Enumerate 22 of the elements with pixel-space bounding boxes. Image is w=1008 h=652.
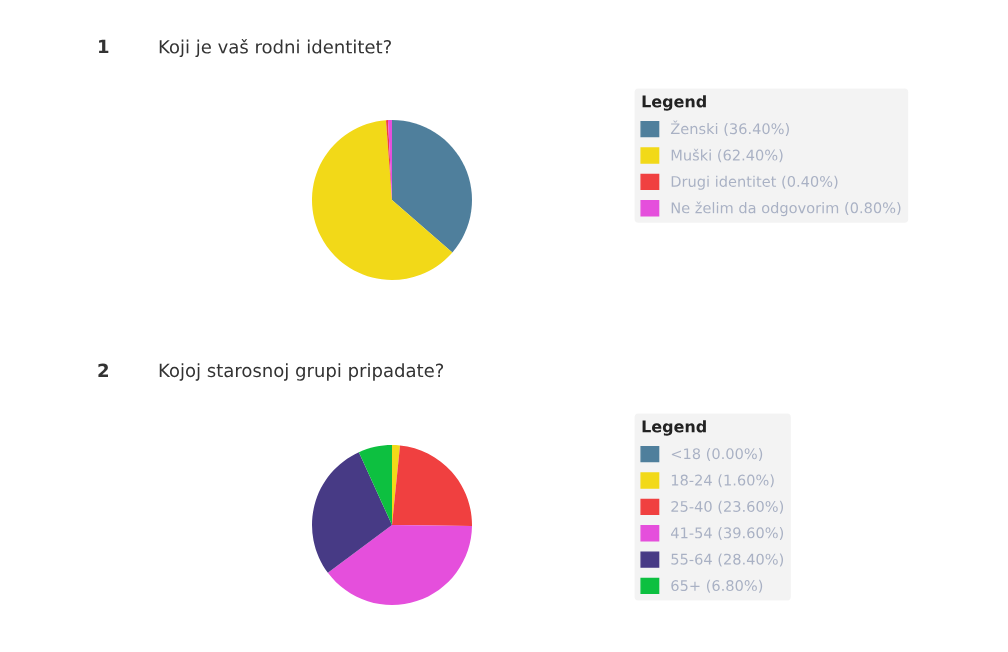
legend-title: Legend: [642, 95, 706, 111]
legend-label: 18-24 (1.60%): [671, 474, 774, 488]
pie-slice: [392, 445, 472, 527]
text: 1: [99, 39, 109, 53]
legend-label: 25-40 (23.60%): [671, 500, 784, 514]
pie-slice: [312, 452, 392, 573]
chart-title: Kojoj starosnoj grupi pripadate?: [159, 363, 444, 381]
legend-label: Drugi identitet (0.40%): [671, 175, 838, 190]
pie-slice: [327, 525, 472, 605]
legend-label: Muški (62.40%): [671, 148, 783, 163]
pie-slice: [312, 120, 453, 280]
pie-slice: [358, 445, 392, 525]
legend-title: Legend: [642, 420, 706, 436]
chart-title: Koji je vaš rodni identitet?: [159, 38, 391, 58]
legend-label: <18 (0.00%): [671, 447, 763, 461]
pie-slice: [392, 120, 472, 253]
legend-label: 41-54 (39.60%): [671, 527, 784, 541]
legend-label: 65+ (6.80%): [671, 579, 763, 593]
text: 2: [98, 363, 108, 377]
legend-label: Ne želim da odgovorim (0.80%): [671, 201, 901, 217]
legend-label: Ženski (36.40%): [670, 120, 789, 136]
legend-label: 55-64 (28.40%): [671, 553, 784, 567]
